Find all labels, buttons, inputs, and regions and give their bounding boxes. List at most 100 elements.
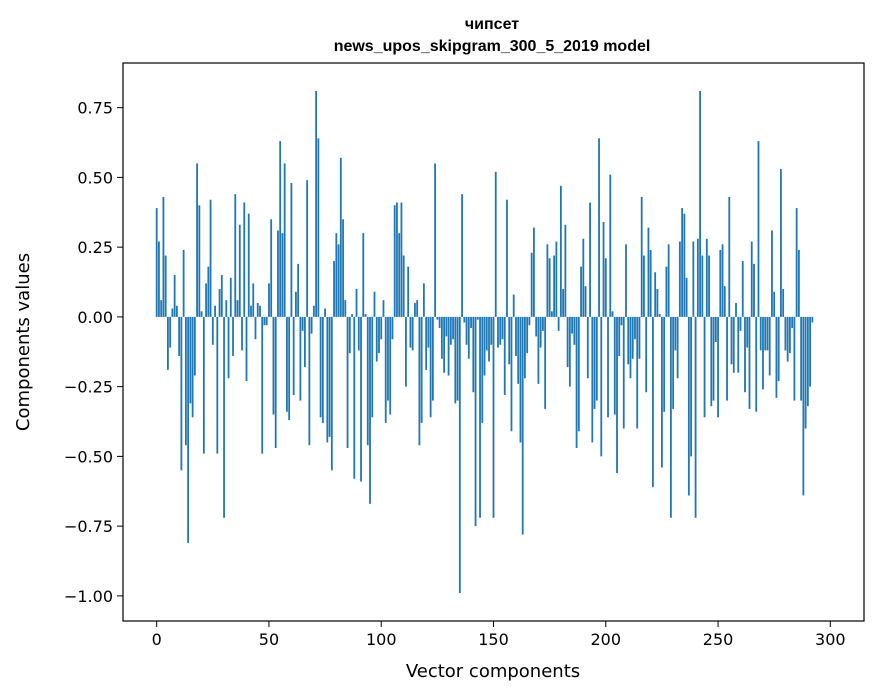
bar-124 xyxy=(434,163,437,317)
bar-37 xyxy=(238,224,241,317)
bar-94 xyxy=(366,316,369,446)
bar-96 xyxy=(371,316,374,418)
bar-82 xyxy=(339,157,342,317)
bar-101 xyxy=(382,300,385,317)
bar-266 xyxy=(753,263,755,317)
bar-6 xyxy=(169,316,172,348)
bar-74 xyxy=(321,316,324,423)
bar-170 xyxy=(537,316,540,384)
bar-252 xyxy=(721,244,724,317)
bar-180 xyxy=(559,185,562,317)
bar-162 xyxy=(519,316,522,443)
bar-32 xyxy=(227,316,230,379)
bar-291 xyxy=(809,316,812,387)
bar-209 xyxy=(625,244,627,317)
bar-260 xyxy=(739,316,742,331)
bar-132 xyxy=(452,316,454,340)
bar-171 xyxy=(539,316,542,348)
bar-286 xyxy=(797,249,800,317)
bar-198 xyxy=(600,316,603,457)
plot-frame xyxy=(122,62,865,622)
bar-118 xyxy=(420,316,423,423)
bar-97 xyxy=(373,291,376,317)
bar-222 xyxy=(654,272,657,317)
bar-52 xyxy=(272,316,275,415)
bar-259 xyxy=(737,316,740,373)
bar-41 xyxy=(247,213,250,317)
bar-173 xyxy=(544,316,547,409)
bar-231 xyxy=(674,316,677,351)
y-axis-ticks: −1.00 −0.75 −0.50 −0.25 0.00 0.25 0.50 0.75 xyxy=(64,99,123,606)
bar-245 xyxy=(705,238,708,317)
bar-261 xyxy=(741,261,744,317)
bar-177 xyxy=(553,255,556,317)
bar-11 xyxy=(180,316,183,471)
bar-168 xyxy=(533,227,535,317)
bar-148 xyxy=(488,316,490,362)
bar-8 xyxy=(173,275,176,317)
bar-140 xyxy=(470,316,472,329)
bar-93 xyxy=(364,314,367,317)
bar-216 xyxy=(640,196,643,317)
bar-137 xyxy=(463,316,466,323)
bar-208 xyxy=(622,316,625,429)
bar-56 xyxy=(281,233,284,317)
bar-238 xyxy=(690,316,692,457)
bar-73 xyxy=(319,316,322,418)
bar-47 xyxy=(261,316,264,454)
bar-179 xyxy=(557,316,560,331)
bar-186 xyxy=(573,316,576,345)
bar-174 xyxy=(546,244,549,317)
bar-20 xyxy=(200,311,203,317)
bar-17 xyxy=(193,316,196,376)
bar-89 xyxy=(355,288,358,317)
bar-263 xyxy=(746,316,749,348)
bar-117 xyxy=(418,316,421,446)
bar-234 xyxy=(681,208,684,317)
bar-152 xyxy=(497,316,499,348)
bar-103 xyxy=(387,316,389,401)
bar-81 xyxy=(337,244,340,317)
bar-247 xyxy=(710,316,713,407)
bar-240 xyxy=(694,316,697,518)
bar-257 xyxy=(732,316,735,373)
bar-223 xyxy=(656,288,659,317)
x-tick-label: 100 xyxy=(366,630,397,649)
bar-154 xyxy=(501,316,504,340)
bar-189 xyxy=(580,266,582,317)
bar-224 xyxy=(658,314,661,317)
bar-9 xyxy=(175,305,178,317)
bar-258 xyxy=(735,302,737,317)
bar-221 xyxy=(652,316,654,488)
y-tick-label: 0.50 xyxy=(77,168,113,187)
y-tick-label: −0.25 xyxy=(64,378,113,397)
bar-242 xyxy=(699,90,701,317)
bar-83 xyxy=(342,219,344,317)
bar-54 xyxy=(277,230,279,317)
bar-210 xyxy=(627,316,630,365)
bar-265 xyxy=(750,241,753,317)
bar-187 xyxy=(575,316,578,449)
bar-58 xyxy=(286,316,288,412)
bar-22 xyxy=(205,283,207,317)
bar-5 xyxy=(167,316,169,370)
bar-39 xyxy=(243,202,246,317)
bar-157 xyxy=(508,316,511,365)
bar-141 xyxy=(472,316,475,393)
bar-235 xyxy=(683,213,686,317)
bar-232 xyxy=(676,316,679,379)
bar-12 xyxy=(182,249,185,317)
x-axis-ticks: 0 50 100 150 200 250 300 xyxy=(152,621,846,649)
bar-76 xyxy=(326,316,329,443)
bar-70 xyxy=(312,305,315,317)
bar-176 xyxy=(550,311,553,317)
bar-150 xyxy=(492,316,495,518)
bar-147 xyxy=(485,316,488,351)
bar-277 xyxy=(777,316,780,382)
bar-248 xyxy=(712,316,715,401)
bar-178 xyxy=(555,241,558,317)
bar-92 xyxy=(362,233,365,317)
bar-194 xyxy=(591,316,594,443)
y-tick-label: −1.00 xyxy=(64,587,113,606)
